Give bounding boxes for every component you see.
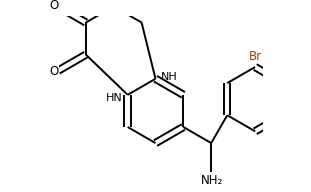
Text: HN: HN	[105, 93, 122, 103]
Text: Br: Br	[248, 50, 262, 63]
Text: NH: NH	[161, 72, 178, 82]
Text: O: O	[49, 65, 59, 78]
Text: NH₂: NH₂	[201, 174, 223, 187]
Text: O: O	[49, 0, 59, 12]
